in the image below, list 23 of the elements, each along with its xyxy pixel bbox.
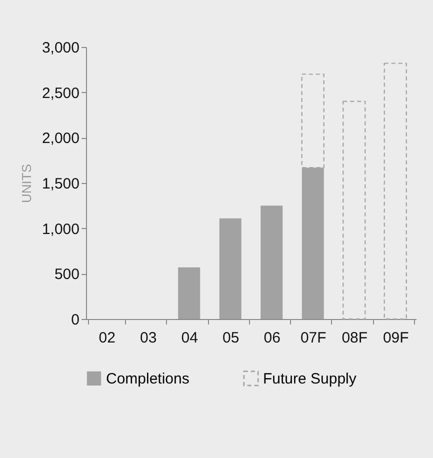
bar <box>342 100 366 320</box>
x-tick-label: 05 <box>222 330 240 346</box>
bar <box>178 267 200 319</box>
x-tick-label: 04 <box>181 330 198 346</box>
bar <box>260 206 283 319</box>
bar <box>219 218 242 319</box>
legend-label: Completions <box>106 370 190 388</box>
y-axis-title: UNITS <box>18 164 34 203</box>
y-tick-label: 3,000 <box>42 40 80 56</box>
x-tick-label: 03 <box>140 330 157 346</box>
legend-label: Future Supply <box>263 370 357 388</box>
y-tick-label: 0 <box>71 312 80 328</box>
y-tick-label: 1,000 <box>42 220 80 238</box>
x-tick-label: 08F <box>342 330 368 346</box>
x-tick-label: 06 <box>264 330 280 346</box>
bar <box>384 62 407 320</box>
y-tick-label: 2,000 <box>42 130 80 148</box>
x-tick-label: 07F <box>300 330 326 346</box>
y-tick-label: 2,500 <box>42 84 80 102</box>
y-tick-label: 1,500 <box>42 176 80 192</box>
y-tick-label: 500 <box>54 266 80 284</box>
x-tick-label: 02 <box>98 330 116 346</box>
x-tick-label: 09F <box>382 330 409 346</box>
